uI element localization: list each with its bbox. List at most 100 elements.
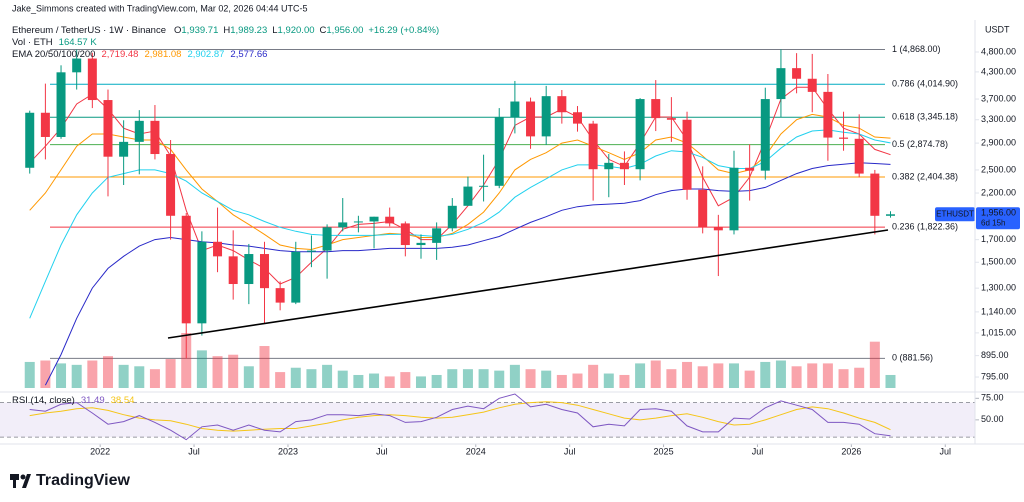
x-tick-label: Jul [940, 446, 952, 456]
fib-label: 0.618 (3,345.18) [892, 112, 958, 122]
y-tick-label: 1,300.00 [981, 283, 1016, 293]
candle-body [72, 58, 82, 73]
candle-body [463, 186, 473, 206]
candle-body [651, 99, 661, 119]
candle-body [25, 112, 35, 168]
y-tick-label: 1,500.00 [981, 257, 1016, 267]
fib-label: 1 (4,868.00) [892, 44, 941, 54]
volume-bar [728, 363, 739, 388]
x-tick-label: Jul [376, 446, 388, 456]
x-tick-label: Jul [564, 446, 576, 456]
currency: USDT [985, 24, 1010, 34]
volume-bar [400, 372, 411, 388]
y-tick-label: 1,015.00 [981, 327, 1016, 337]
ema-value: 2,981.08 [144, 49, 181, 60]
volume-bar [290, 367, 301, 388]
volume-bar [603, 373, 614, 388]
y-tick-label: 3,300.00 [981, 114, 1016, 124]
ohlc-value: 1,939.71 [181, 25, 218, 36]
candle-body [103, 100, 113, 157]
rsi-line: RSI (14, close) 31.49 38.54 [12, 395, 134, 406]
trend-line [167, 229, 889, 339]
volume-bar [337, 370, 348, 388]
x-tick-label: 2025 [654, 446, 674, 456]
volume-bar [134, 366, 145, 388]
ohlc-value: 1,920.00 [278, 25, 315, 36]
brand: TradingView [36, 472, 131, 489]
candle-body [134, 120, 144, 142]
ohlc-key: O [174, 25, 181, 36]
candle-body [447, 205, 457, 229]
candle-body [259, 254, 269, 289]
y-tick-label: 4,800.00 [981, 46, 1016, 56]
candle-body [369, 216, 379, 222]
ema-label: EMA 20/50/100/200 [12, 49, 95, 60]
volume-bar [682, 361, 693, 388]
volume-bar [494, 370, 505, 388]
ohlc-key: C [320, 25, 327, 36]
volume-bar [822, 363, 833, 388]
volume-bar [415, 376, 426, 388]
candle-body [604, 162, 614, 170]
candle-body [479, 185, 489, 187]
ohlc-key: H [223, 25, 230, 36]
volume-bar [243, 366, 254, 388]
fib-label: 0.382 (2,404.38) [892, 171, 958, 181]
rsi-label: RSI (14, close) [12, 395, 75, 406]
candle-body [745, 167, 755, 171]
candle-body [322, 227, 332, 251]
candle-body [823, 91, 833, 138]
volume-bar [212, 356, 223, 388]
volume-bar [807, 363, 818, 388]
y-tick-label: 4,300.00 [981, 66, 1016, 76]
rsi-tick-label: 75.00 [981, 393, 1004, 403]
candle-body [760, 99, 770, 171]
volume-bar [228, 354, 239, 388]
volume-bar [619, 374, 630, 388]
volume-bar [541, 370, 552, 388]
volume-bar [71, 364, 82, 388]
candle-body [541, 96, 551, 137]
candle-body [197, 241, 207, 324]
candle-body [338, 222, 348, 228]
volume-bar [56, 363, 67, 388]
candle-body [572, 112, 582, 124]
rsi-ma-line [29, 401, 891, 432]
y-tick-label: 1,140.00 [981, 306, 1016, 316]
candle-body [854, 138, 864, 174]
volume-bar [744, 370, 755, 388]
candle-body [166, 154, 176, 216]
ema-value: 2,902.87 [187, 49, 224, 60]
candle-body [244, 254, 254, 285]
y-tick-label: 895.00 [981, 350, 1009, 360]
volume-bar [760, 361, 771, 388]
volume-bar [666, 369, 677, 388]
volume-bar [306, 369, 317, 388]
volume-bar [275, 372, 286, 388]
volume-line: Vol · ETH 164.57 K [12, 37, 97, 48]
candle-body [792, 68, 802, 79]
volume-bar [650, 360, 661, 388]
candle-body [870, 173, 880, 216]
candle-body [807, 78, 817, 92]
back-layer [0, 48, 979, 447]
price-tag [976, 207, 1020, 230]
volume-bar [869, 341, 880, 388]
candle-body [729, 167, 739, 231]
volume-bar [447, 369, 458, 388]
candle-body [87, 58, 97, 101]
volume-bar [259, 346, 270, 388]
volume-bar [697, 366, 708, 388]
x-tick-label: 2024 [466, 446, 486, 456]
y-tick-label: 1,700.00 [981, 234, 1016, 244]
volume-value: 164.57 K [59, 37, 98, 48]
fib-label: 0.786 (4,014.90) [892, 79, 958, 89]
volume-bar [478, 369, 489, 388]
volume-bar [431, 374, 442, 388]
brand-logo [10, 474, 31, 488]
candle-body [400, 223, 410, 246]
symbol: Ethereum / TetherUS · 1W · Binance [12, 25, 166, 36]
volume-bar [40, 360, 51, 388]
x-tick-label: 2022 [90, 446, 110, 456]
